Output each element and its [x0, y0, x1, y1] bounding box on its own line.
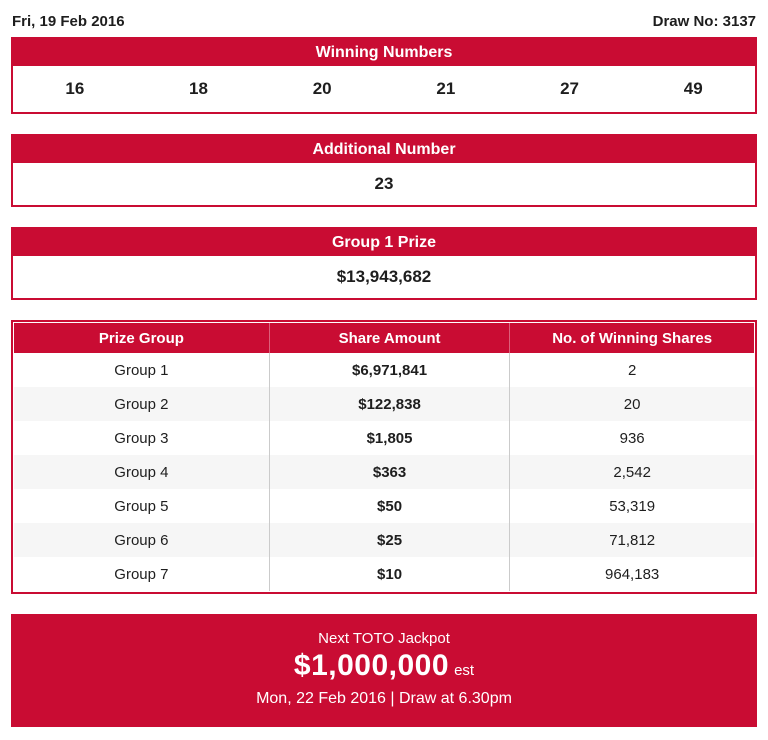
draw-date: Fri, 19 Feb 2016	[12, 13, 125, 30]
cell-winning-shares: 2	[627, 361, 637, 379]
next-jackpot-title: Next TOTO Jackpot	[318, 630, 450, 647]
cell-share-amount: $10	[269, 557, 511, 591]
cell-winning-shares: 71,812	[609, 531, 656, 549]
table-row: Group 5 $50 53,319	[14, 489, 754, 523]
column-header-winning-shares: No. of Winning Shares	[509, 323, 754, 353]
cell-share-amount: $25	[269, 523, 511, 557]
cell-winning-shares: 936	[619, 429, 645, 447]
table-row: Group 1 $6,971,841 2	[14, 353, 754, 387]
additional-number-title: Additional Number	[13, 136, 755, 163]
winning-number: 49	[683, 79, 703, 98]
cell-share-amount: $1,805	[269, 421, 511, 455]
cell-share-amount: $6,971,841	[269, 353, 511, 387]
table-row: Group 3 $1,805 936	[14, 421, 754, 455]
meta-row: Fri, 19 Feb 2016 Draw No: 3137	[11, 11, 757, 37]
prize-table-header-row: Prize Group Share Amount No. of Winning …	[14, 323, 754, 353]
table-row: Group 2 $122,838 20	[14, 387, 754, 421]
table-row: Group 4 $363 2,542	[14, 455, 754, 489]
cell-winning-shares: 20	[623, 395, 641, 413]
winning-number: 18	[189, 79, 208, 98]
cell-prize-group: Group 6	[14, 523, 270, 557]
group1-prize-box: Group 1 Prize $13,943,682	[11, 227, 757, 300]
winning-number: 16	[65, 79, 85, 98]
column-header-share-amount: Share Amount	[269, 323, 511, 353]
group1-prize-value: $13,943,682	[336, 267, 432, 286]
cell-prize-group: Group 4	[14, 455, 270, 489]
table-row: Group 6 $25 71,812	[14, 523, 754, 557]
additional-number-value: 23	[374, 174, 394, 193]
cell-winning-shares: 2,542	[613, 463, 651, 481]
next-jackpot-details: Mon, 22 Feb 2016 | Draw at 6.30pm	[256, 690, 512, 707]
winning-numbers-title: Winning Numbers	[13, 39, 755, 66]
cell-share-amount: $363	[269, 455, 511, 489]
draw-number: Draw No: 3137	[652, 13, 756, 30]
column-header-prize-group: Prize Group	[14, 323, 270, 353]
next-jackpot-estimate-suffix: est	[454, 662, 475, 679]
next-jackpot-amount: $1,000,000	[293, 649, 450, 682]
winning-numbers-box: Winning Numbers 16 18 20 21 27 49	[11, 37, 757, 114]
cell-prize-group: Group 7	[14, 557, 270, 591]
next-jackpot-amount-line: $1,000,000 est	[11, 649, 757, 688]
prize-table: Prize Group Share Amount No. of Winning …	[14, 323, 754, 591]
prize-table-box: Prize Group Share Amount No. of Winning …	[11, 320, 757, 594]
winning-numbers-row: 16 18 20 21 27 49	[13, 66, 755, 112]
cell-winning-shares: 53,319	[609, 497, 656, 515]
cell-prize-group: Group 1	[14, 353, 270, 387]
winning-number: 27	[560, 79, 579, 98]
winning-number: 21	[436, 79, 456, 98]
cell-prize-group: Group 5	[14, 489, 270, 523]
additional-number-box: Additional Number 23	[11, 134, 757, 207]
cell-share-amount: $122,838	[269, 387, 511, 421]
group1-prize-title: Group 1 Prize	[13, 229, 755, 256]
prize-table-body: Group 1 $6,971,841 2 Group 2 $122,838 20 Group…	[14, 353, 754, 591]
cell-share-amount: $50	[269, 489, 511, 523]
cell-prize-group: Group 2	[14, 387, 270, 421]
next-jackpot-banner: Next TOTO Jackpot $1,000,000 est Mon, 22 …	[11, 614, 757, 727]
cell-winning-shares: 964,183	[605, 565, 660, 583]
winning-number: 20	[312, 79, 332, 98]
cell-prize-group: Group 3	[14, 421, 270, 455]
table-row: Group 7 $10 964,183	[14, 557, 754, 591]
